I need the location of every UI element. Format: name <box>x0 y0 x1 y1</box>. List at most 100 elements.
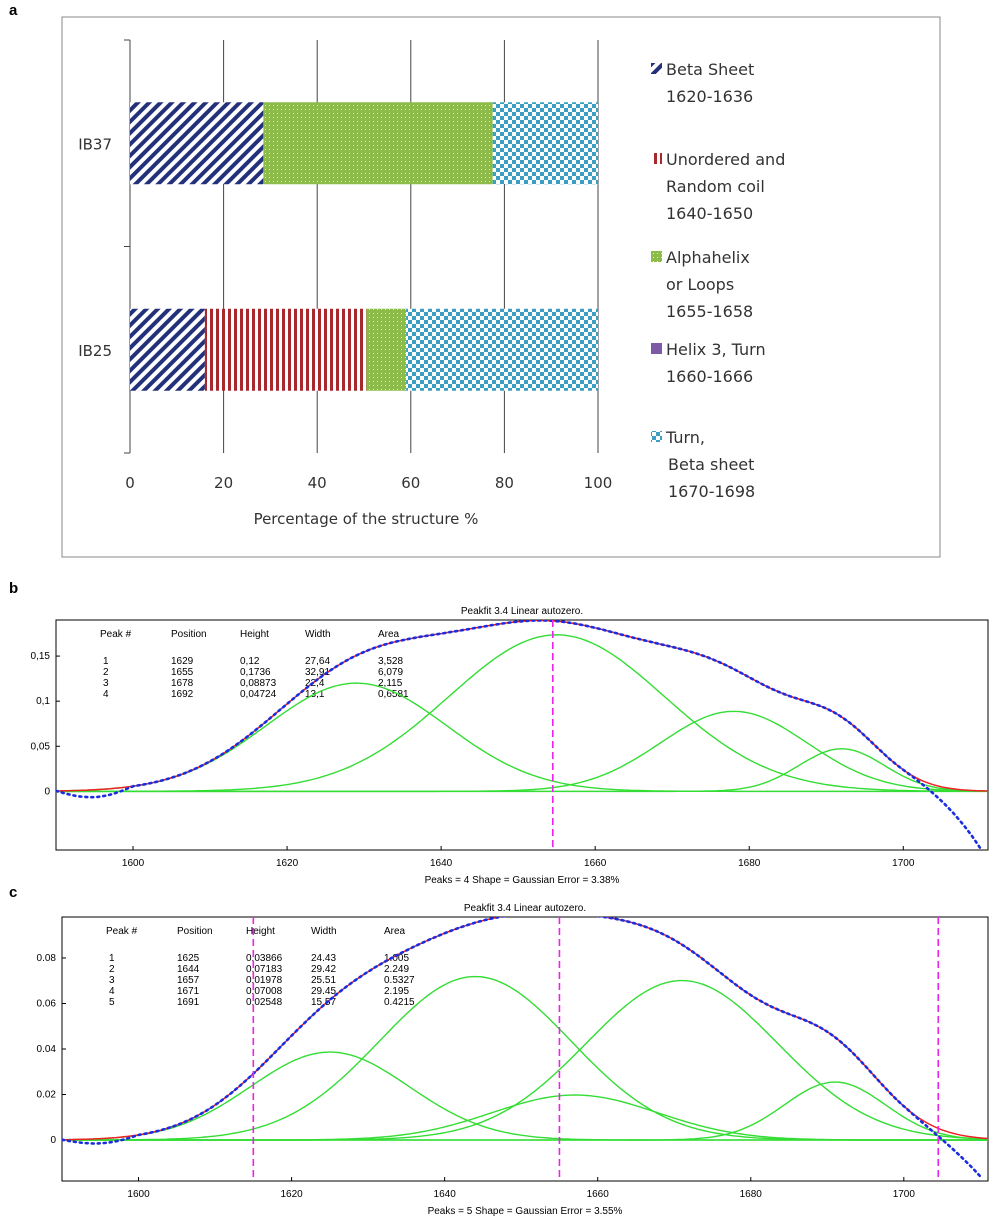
peakfit-chart-c: Peakfit 3.4 Linear autozero. 1600 1620 1640… <box>37 903 989 1217</box>
legend-label: 1640-1650 <box>666 204 753 223</box>
y-tick-label: 0 <box>50 1135 56 1146</box>
table-cell: 0.07008 <box>246 986 283 997</box>
table-cell: 0,04724 <box>240 689 277 700</box>
table-cell: 0.07183 <box>246 964 283 975</box>
table-cell: 0.5327 <box>384 975 415 986</box>
chart-footer: Peaks = 4 Shape = Gaussian Error = 3.38% <box>425 875 620 886</box>
plot-frame <box>55 619 989 851</box>
table-cell: 1644 <box>177 964 200 975</box>
table-cell: 3 <box>103 678 109 689</box>
table-cell: 29.42 <box>311 964 336 975</box>
legend-label: 1660-1666 <box>666 367 753 386</box>
bar-segment <box>263 102 493 185</box>
x-tick-label: 100 <box>584 474 613 492</box>
y-tick-label: 0,1 <box>36 696 50 707</box>
x-tick-label: 1660 <box>584 858 607 869</box>
table-cell: 4 <box>109 986 115 997</box>
y-tick-label: 0.08 <box>37 953 57 964</box>
table-header: Height <box>246 926 275 937</box>
table-header: Area <box>384 926 406 937</box>
component-peak <box>56 634 988 793</box>
bar-segment <box>130 308 205 391</box>
x-tick-label: 1640 <box>430 858 453 869</box>
x-tick-label: 1700 <box>892 858 915 869</box>
x-tick-label: 1620 <box>276 858 299 869</box>
chart-footer: Peaks = 5 Shape = Gaussian Error = 3.55% <box>428 1206 623 1217</box>
legend-label: 1620-1636 <box>666 87 753 106</box>
category-label: IB25 <box>78 342 112 360</box>
table-header: Area <box>378 629 400 640</box>
table-header: Peak # <box>100 629 132 640</box>
y-tick-label: 0,15 <box>31 651 51 662</box>
bar-segment <box>366 308 407 391</box>
table-header: Height <box>240 629 269 640</box>
panel-label-b: b <box>9 580 19 597</box>
peakfit-chart-b: Peakfit 3.4 Linear autozero. 1600 1620 1640… <box>31 606 989 886</box>
table-cell: 0.03866 <box>246 953 283 964</box>
table-cell: 1 <box>109 953 115 964</box>
table-cell: 1.005 <box>384 953 409 964</box>
x-tick-label: 1680 <box>738 858 761 869</box>
legend-swatch <box>651 343 662 354</box>
bar-segment <box>130 102 264 185</box>
component-peak <box>62 1094 988 1141</box>
legend-swatch <box>651 63 662 74</box>
x-tick-label: 1680 <box>740 1189 763 1200</box>
legend-label: Random coil <box>666 177 765 196</box>
y-tick-label: 0.04 <box>37 1044 57 1055</box>
y-tick-label: 0 <box>44 786 50 797</box>
legend-label: Beta Sheet <box>666 60 754 79</box>
table-header: Width <box>305 629 331 640</box>
legend-label: Turn, <box>665 428 705 447</box>
bar-segment <box>406 308 598 391</box>
legend-label: Alphahelix <box>666 248 750 267</box>
legend-swatch <box>651 431 662 442</box>
table-cell: 0,1736 <box>240 667 271 678</box>
y-tick-label: 0.06 <box>37 998 57 1009</box>
table-header: Peak # <box>106 926 138 937</box>
table-cell: 1692 <box>171 689 194 700</box>
component-peak <box>62 1081 988 1141</box>
legend-label: Beta sheet <box>668 455 754 474</box>
table-cell: 2 <box>109 964 115 975</box>
table-cell: 1629 <box>171 656 194 667</box>
x-tick-label: 40 <box>308 474 327 492</box>
legend-label: or Loops <box>666 275 734 294</box>
structure-bar-chart: 0 20 40 60 80 100 IB37 IB25 Percentage of the st… <box>61 16 941 558</box>
table-cell: 22,4 <box>305 678 325 689</box>
table-cell: 6,079 <box>378 667 403 678</box>
component-peak <box>62 1051 988 1141</box>
legend-swatch <box>651 153 662 164</box>
table-cell: 3 <box>109 975 115 986</box>
legend-label: Helix 3, Turn <box>666 340 766 359</box>
table-cell: 29.45 <box>311 986 336 997</box>
table-cell: 3,528 <box>378 656 403 667</box>
component-peak <box>56 682 988 793</box>
x-tick-label: 1640 <box>434 1189 457 1200</box>
x-tick-label: 1620 <box>280 1189 303 1200</box>
data-points <box>56 620 982 850</box>
table-cell: 1657 <box>177 975 200 986</box>
table-header: Position <box>171 629 207 640</box>
component-peak <box>62 975 988 1141</box>
chart-title: Peakfit 3.4 Linear autozero. <box>461 606 583 617</box>
x-tick-label: 1660 <box>587 1189 610 1200</box>
legend-label: 1655-1658 <box>666 302 753 321</box>
table-cell: 1671 <box>177 986 200 997</box>
table-cell: 1678 <box>171 678 194 689</box>
table-cell: 24.43 <box>311 953 336 964</box>
x-axis-label: Percentage of the structure % <box>254 510 479 528</box>
table-cell: 0.4215 <box>384 997 415 1008</box>
x-tick-label: 1600 <box>122 858 145 869</box>
table-cell: 1625 <box>177 953 200 964</box>
chart-title: Peakfit 3.4 Linear autozero. <box>464 903 586 914</box>
table-cell: 2,115 <box>378 678 403 689</box>
table-cell: 27,64 <box>305 656 330 667</box>
y-tick-label: 0,05 <box>31 741 51 752</box>
bar-segment <box>204 308 367 391</box>
fit-curve <box>56 620 988 792</box>
table-cell: 4 <box>103 689 109 700</box>
table-cell: 0,12 <box>240 656 260 667</box>
legend-label: 1670-1698 <box>668 482 755 501</box>
table-cell: 32,91 <box>305 667 330 678</box>
